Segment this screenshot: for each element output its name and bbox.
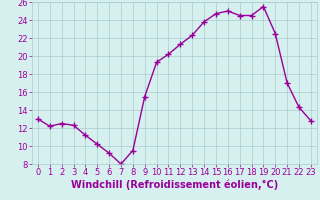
X-axis label: Windchill (Refroidissement éolien,°C): Windchill (Refroidissement éolien,°C) xyxy=(71,180,278,190)
